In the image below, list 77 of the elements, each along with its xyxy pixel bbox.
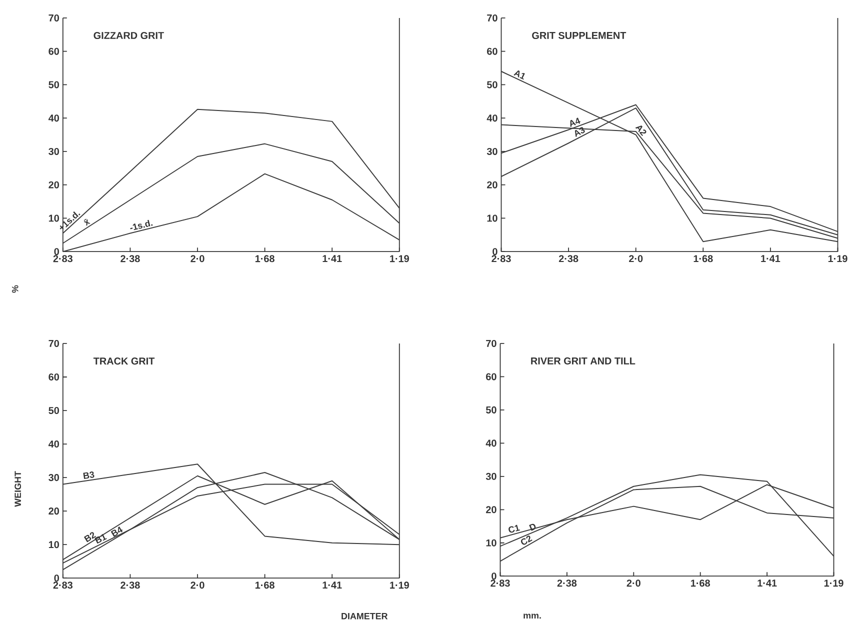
- y-tick-label: 30: [486, 148, 498, 155]
- y-tick-label: 40: [486, 440, 496, 447]
- x-tick-label: 1·19: [824, 580, 844, 587]
- y-tick-label: 60: [48, 373, 59, 380]
- text: C1: [508, 524, 520, 533]
- x-tick-label: 1·68: [255, 255, 274, 262]
- text: D: [529, 524, 536, 531]
- y-tick-label: 10: [48, 214, 59, 222]
- y-tick-label: 30: [486, 472, 496, 480]
- x-tick-label: 2·83: [53, 582, 73, 589]
- y-tick-label: 0: [492, 572, 496, 580]
- text: TRACK GRIT: [93, 358, 155, 365]
- y-tick-label: 50: [486, 406, 496, 414]
- text: B3: [83, 472, 94, 479]
- y-tick-label: 20: [486, 506, 496, 514]
- text: A2: [635, 125, 646, 136]
- x-tick-label: 1·68: [691, 580, 710, 587]
- x-tick-label: 2·83: [53, 255, 73, 262]
- y-tick-label: 0: [54, 574, 59, 582]
- y-tick-label: 70: [486, 340, 496, 347]
- text: GIZZARD GRIT: [94, 32, 164, 39]
- x-tick-label: 2·0: [190, 582, 204, 589]
- x-axis-title: mm.: [524, 614, 541, 619]
- y-tick-label: 20: [487, 181, 498, 188]
- text: C2: [520, 536, 532, 545]
- y-tick-label: 20: [48, 508, 59, 515]
- text: B2: [84, 532, 96, 542]
- text: x̄: [84, 218, 90, 226]
- y-tick-label: 20: [48, 181, 59, 188]
- y-tick-label: 10: [486, 539, 496, 546]
- text: B4: [110, 526, 123, 537]
- y-tick-label: 0: [54, 248, 59, 256]
- text: RIVER GRIT AND TILL: [531, 357, 636, 364]
- text: B1: [94, 534, 107, 544]
- x-tick-label: 1·41: [761, 255, 780, 262]
- x-tick-label: 2·38: [120, 255, 140, 262]
- x-tick-label: 2·0: [190, 255, 204, 262]
- y-tick-label: 50: [48, 406, 59, 414]
- x-tick-label: 2·83: [490, 580, 510, 587]
- x-tick-label: 2·38: [558, 255, 578, 262]
- x-tick-label: 2·0: [626, 580, 640, 587]
- text: A1: [514, 70, 525, 80]
- x-tick-label: 2·38: [557, 580, 577, 587]
- y-tick-label: 70: [48, 14, 59, 22]
- text: GRIT SUPPLEMENT: [532, 32, 626, 39]
- x-axis-title: DIAMETER: [342, 613, 388, 620]
- x-tick-label: 1·68: [694, 255, 713, 262]
- y-tick-label: 50: [48, 81, 59, 88]
- y-tick-label: 60: [486, 373, 496, 380]
- text: A4: [570, 118, 580, 127]
- y-tick-label: 40: [48, 114, 59, 122]
- y-tick-label: 70: [48, 340, 59, 347]
- y-tick-label: 60: [487, 48, 498, 55]
- y-axis-title: WEIGHT: [14, 471, 21, 507]
- y-tick-label: 0: [492, 248, 498, 256]
- text: -1s.d.: [130, 220, 153, 230]
- y-tick-label: 30: [48, 148, 59, 155]
- x-tick-label: 1·41: [322, 255, 342, 262]
- y-tick-label: 40: [486, 114, 498, 122]
- x-tick-label: 2·0: [629, 255, 643, 262]
- x-tick-label: 1·19: [390, 255, 409, 262]
- y-tick-label: 70: [487, 14, 498, 22]
- x-tick-label: 1·41: [322, 582, 342, 588]
- x-tick-label: 1·19: [828, 255, 848, 262]
- x-tick-label: 2·38: [120, 582, 140, 589]
- x-tick-label: 2·83: [492, 255, 511, 262]
- x-tick-label: 1·68: [255, 582, 274, 589]
- y-tick-label: 30: [48, 474, 59, 482]
- text: A3: [574, 127, 585, 138]
- x-tick-label: 1·19: [390, 582, 409, 589]
- y-tick-label: 50: [486, 81, 498, 88]
- y-tick-label: 10: [487, 214, 498, 222]
- y-tick-label: 60: [48, 48, 59, 55]
- y-axis-title: %: [12, 285, 18, 293]
- y-tick-label: 10: [48, 541, 59, 548]
- x-tick-label: 1·41: [758, 580, 777, 586]
- y-tick-label: 40: [48, 440, 59, 448]
